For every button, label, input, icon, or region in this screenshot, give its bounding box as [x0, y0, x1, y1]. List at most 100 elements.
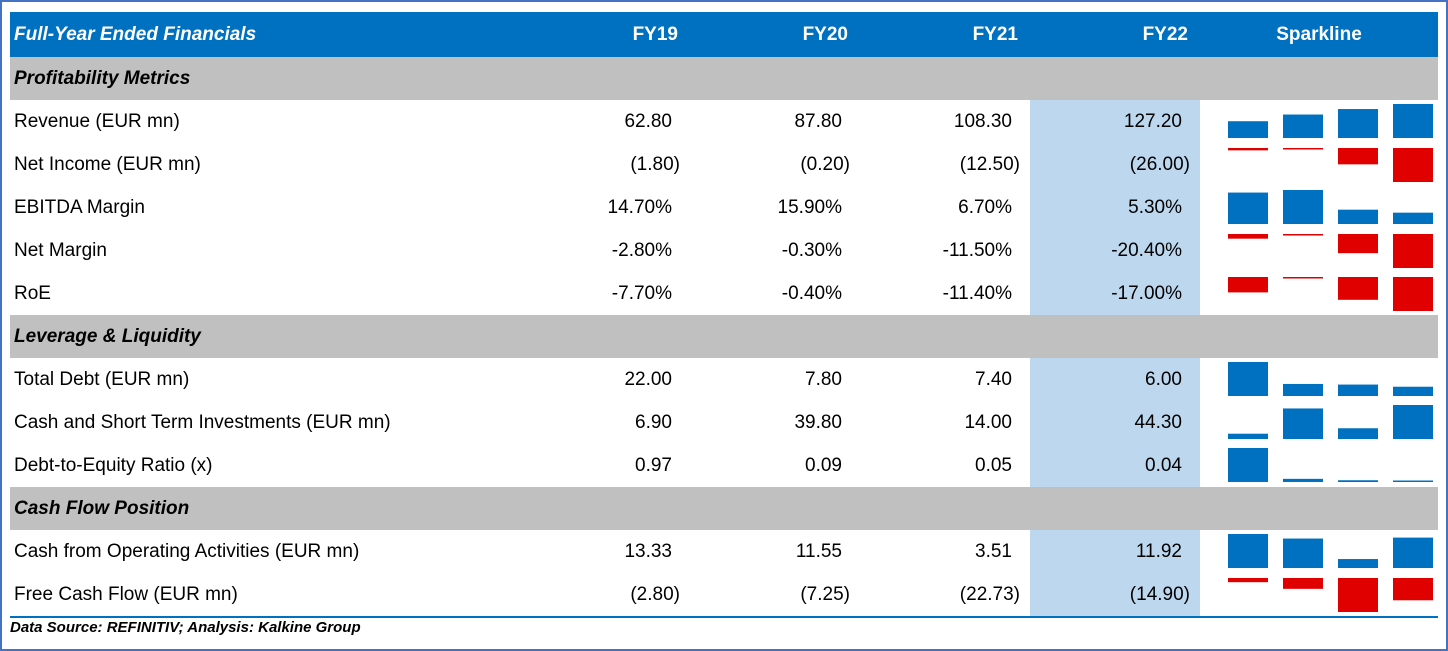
row-label: Net Margin — [14, 239, 107, 261]
section-title: Cash Flow Position — [10, 487, 1438, 530]
sparkline-bar — [1228, 433, 1268, 439]
cell-fy21: 6.70% — [958, 196, 1012, 218]
sparkline-bar — [1283, 114, 1323, 138]
sparkline-bar — [1228, 121, 1268, 138]
sparkline-bar — [1338, 428, 1378, 439]
sparkline-bar — [1393, 148, 1433, 182]
sparkline-bar — [1228, 534, 1268, 568]
section-header-row: Cash Flow Position — [10, 487, 1438, 530]
table-header-row: Full-Year Ended Financials FY19 FY20 FY2… — [10, 12, 1438, 57]
cell-fy22: 127.20 — [1030, 100, 1200, 143]
sparkline-cell — [1200, 186, 1438, 229]
cell-fy22: 44.30 — [1030, 401, 1200, 444]
table-row: Net Income (EUR mn) (1.80) (0.20) (12.50) (2… — [10, 143, 1438, 186]
sparkline-bar — [1228, 362, 1268, 396]
sparkline-chart — [1228, 448, 1433, 482]
table-row: Free Cash Flow (EUR mn) (2.80) (7.25) (22.7… — [10, 573, 1438, 618]
cell-fy22: (14.90) — [1030, 573, 1200, 618]
table-row: Net Margin -2.80% -0.30% -11.50% -20.40% — [10, 229, 1438, 272]
row-label: Cash and Short Term Investments (EUR mn) — [14, 411, 391, 433]
sparkline-bar — [1228, 448, 1268, 482]
cell-fy19: -7.70% — [611, 282, 672, 304]
sparkline-bar — [1338, 209, 1378, 224]
cell-fy21: 7.40 — [975, 368, 1012, 390]
sparkline-cell — [1200, 100, 1438, 143]
column-header-fy19: FY19 — [520, 12, 690, 57]
cell-fy20: 0.09 — [805, 454, 842, 476]
cell-fy20: -0.30% — [781, 239, 842, 261]
cell-fy21: 14.00 — [964, 411, 1012, 433]
section-header-row: Leverage & Liquidity — [10, 315, 1438, 358]
sparkline-bar — [1393, 104, 1433, 138]
row-label: Cash from Operating Activities (EUR mn) — [14, 540, 360, 562]
cell-fy20: 87.80 — [794, 110, 842, 132]
table-row: Cash and Short Term Investments (EUR mn)… — [10, 401, 1438, 444]
sparkline-bar — [1338, 234, 1378, 254]
cell-fy21: (22.73) — [860, 573, 1030, 618]
data-source-note: Data Source: REFINITIV; Analysis: Kalkin… — [10, 619, 361, 636]
cell-fy19: 22.00 — [624, 368, 672, 390]
cell-fy20: -0.40% — [781, 282, 842, 304]
sparkline-bar — [1338, 480, 1378, 482]
sparkline-cell — [1200, 444, 1438, 487]
cell-fy20: 39.80 — [794, 411, 842, 433]
cell-fy21: 0.05 — [975, 454, 1012, 476]
table-row: RoE -7.70% -0.40% -11.40% -17.00% — [10, 272, 1438, 315]
sparkline-bar — [1393, 234, 1433, 268]
table-row: EBITDA Margin 14.70% 15.90% 6.70% 5.30% — [10, 186, 1438, 229]
section-title: Profitability Metrics — [10, 57, 1438, 100]
sparkline-cell — [1200, 573, 1438, 618]
sparkline-bar — [1393, 212, 1433, 224]
sparkline-chart — [1228, 362, 1433, 396]
row-label: EBITDA Margin — [14, 196, 145, 218]
cell-fy19: (2.80) — [520, 573, 690, 618]
sparkline-cell — [1200, 401, 1438, 444]
cell-fy19: 13.33 — [624, 540, 672, 562]
row-label: Total Debt (EUR mn) — [14, 368, 190, 390]
section-title: Leverage & Liquidity — [10, 315, 1438, 358]
section-header-row: Profitability Metrics — [10, 57, 1438, 100]
sparkline-chart — [1228, 148, 1433, 182]
cell-fy20: (7.25) — [690, 573, 860, 618]
table-row: Cash from Operating Activities (EUR mn) 1… — [10, 530, 1438, 573]
sparkline-bar — [1393, 405, 1433, 439]
sparkline-bar — [1228, 192, 1268, 224]
sparkline-chart — [1228, 578, 1433, 612]
sparkline-bar — [1338, 277, 1378, 300]
sparkline-bar — [1338, 578, 1378, 612]
sparkline-bar — [1338, 148, 1378, 165]
sparkline-bar — [1393, 386, 1433, 396]
sparkline-bar — [1228, 277, 1268, 293]
table-row: Revenue (EUR mn) 62.80 87.80 108.30 127.20 — [10, 100, 1438, 143]
sparkline-cell — [1200, 358, 1438, 401]
cell-fy19: 0.97 — [635, 454, 672, 476]
cell-fy22: 0.04 — [1030, 444, 1200, 487]
sparkline-chart — [1228, 234, 1433, 268]
sparkline-bar — [1283, 383, 1323, 396]
column-header-fy21: FY21 — [860, 12, 1030, 57]
sparkline-bar — [1338, 559, 1378, 568]
sparkline-bar — [1283, 578, 1323, 589]
table-row: Debt-to-Equity Ratio (x) 0.97 0.09 0.05 0.04 — [10, 444, 1438, 487]
sparkline-chart — [1228, 190, 1433, 224]
cell-fy22: -17.00% — [1030, 272, 1200, 315]
sparkline-cell — [1200, 530, 1438, 573]
sparkline-bar — [1228, 578, 1268, 583]
cell-fy19: 14.70% — [607, 196, 672, 218]
sparkline-cell — [1200, 143, 1438, 186]
column-header-sparkline: Sparkline — [1200, 12, 1438, 57]
cell-fy21: 3.51 — [975, 540, 1012, 562]
cell-fy19: -2.80% — [611, 239, 672, 261]
sparkline-cell — [1200, 272, 1438, 315]
sparkline-bar — [1283, 538, 1323, 568]
sparkline-chart — [1228, 104, 1433, 138]
sparkline-bar — [1393, 277, 1433, 311]
table-row: Total Debt (EUR mn) 22.00 7.80 7.40 6.00 — [10, 358, 1438, 401]
sparkline-bar — [1338, 109, 1378, 138]
sparkline-bar — [1228, 148, 1268, 151]
cell-fy20: (0.20) — [800, 153, 850, 175]
column-header-fy22: FY22 — [1030, 12, 1200, 57]
cell-fy22: 11.92 — [1030, 530, 1200, 573]
financials-table: Full-Year Ended Financials FY19 FY20 FY2… — [10, 12, 1438, 618]
cell-fy22: (26.00) — [1030, 143, 1200, 186]
